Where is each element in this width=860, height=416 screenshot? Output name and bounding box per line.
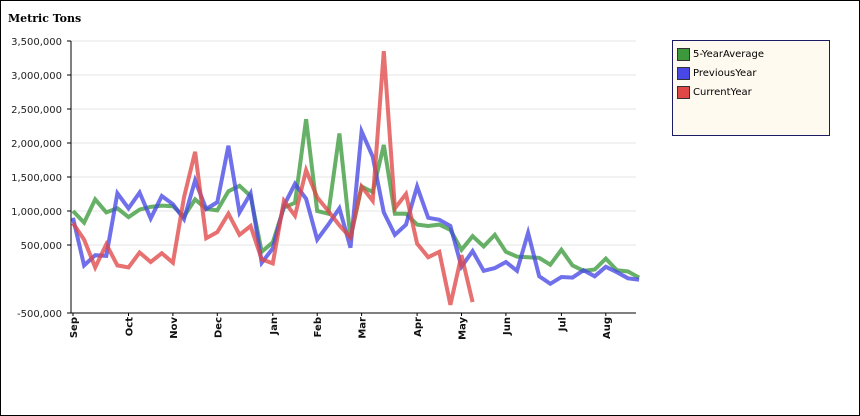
x-tick-label: Jun bbox=[502, 317, 513, 336]
series-lines bbox=[71, 51, 641, 306]
x-tick-label: Jul bbox=[557, 317, 568, 332]
series-line-currentyear bbox=[71, 51, 475, 306]
y-tick-label: 500,000 bbox=[21, 241, 62, 252]
x-tick-label: Jan bbox=[269, 317, 280, 336]
y-tick-label: 2,000,000 bbox=[11, 139, 62, 150]
y-tick-label: 3,000,000 bbox=[11, 71, 62, 82]
legend-item-current-year: CurrentYear bbox=[673, 83, 829, 102]
x-tick-label: Nov bbox=[169, 317, 180, 339]
legend-item-previous-year: PreviousYear bbox=[673, 64, 829, 83]
y-tick-label: 1,500,000 bbox=[11, 173, 62, 184]
x-tick-label: Apr bbox=[413, 317, 424, 337]
y-tick-label: -500,000 bbox=[17, 309, 62, 320]
y-tick-label: 3,500,000 bbox=[11, 37, 62, 48]
y-tick-label: 2,500,000 bbox=[11, 105, 62, 116]
x-tick-label: Mar bbox=[358, 317, 369, 339]
x-tick-label: Aug bbox=[602, 317, 613, 339]
legend-label: CurrentYear bbox=[693, 87, 752, 98]
series-line-previousyear bbox=[71, 123, 640, 287]
grid-lines bbox=[71, 40, 636, 246]
legend: 5-YearAverage PreviousYear CurrentYear bbox=[672, 40, 830, 136]
x-tick-label: May bbox=[458, 317, 469, 340]
legend-swatch bbox=[677, 86, 690, 99]
x-tick-label: Sep bbox=[69, 317, 80, 338]
legend-label: 5-YearAverage bbox=[693, 49, 765, 60]
y-axis-title: Metric Tons bbox=[8, 12, 82, 25]
y-tick-label: 1,000,000 bbox=[11, 207, 62, 218]
x-tick-label: Feb bbox=[313, 317, 324, 337]
legend-item-5-year-average: 5-YearAverage bbox=[673, 45, 829, 64]
axes bbox=[67, 40, 636, 316]
legend-label: PreviousYear bbox=[693, 68, 757, 79]
y-tick-labels: -500,000 500,000 1,000,000 1,500,000 2,000,0… bbox=[11, 37, 62, 320]
x-tick-labels: Sep Oct Nov Dec Jan Feb Mar Apr May Jun Jul Aug bbox=[69, 317, 613, 340]
x-tick-label: Oct bbox=[125, 317, 136, 336]
x-tick-label: Dec bbox=[213, 317, 224, 338]
legend-swatch bbox=[677, 48, 690, 61]
legend-swatch bbox=[677, 67, 690, 80]
